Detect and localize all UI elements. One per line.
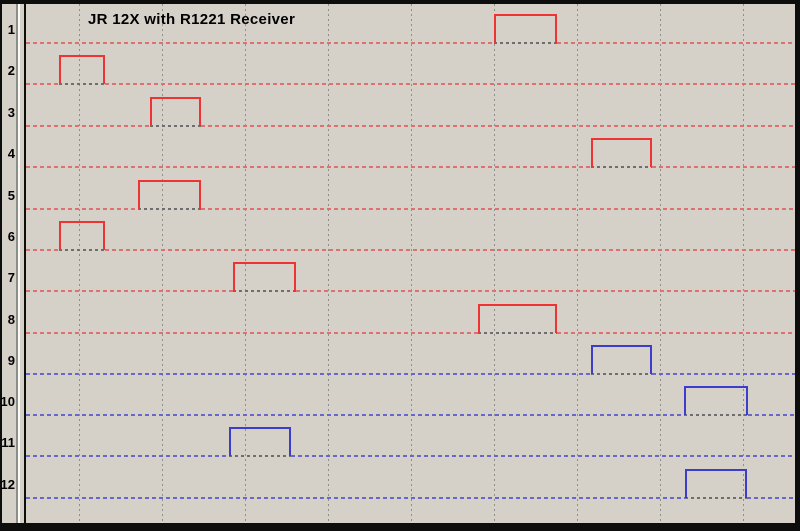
channel-pulse (150, 96, 201, 126)
channel-label: 12 (0, 476, 15, 492)
vertical-gridline (494, 4, 495, 523)
channel-zero-dash (494, 42, 557, 44)
channel-baseline (26, 414, 684, 416)
channel-label: 2 (7, 63, 15, 78)
channel-zero-dash (591, 166, 652, 168)
channel-baseline (557, 42, 795, 44)
channel-baseline (652, 166, 795, 168)
channel-pulse (138, 179, 201, 209)
channel-pulse (591, 138, 652, 167)
channel-pulse (494, 14, 557, 43)
waveform-plot: JR 12X with R1221 Receiver (26, 4, 795, 523)
vertical-gridline (411, 4, 412, 523)
window-border-top (0, 0, 800, 4)
channel-baseline (26, 166, 591, 168)
channel-baseline (296, 290, 795, 292)
channel-label: 5 (7, 187, 15, 203)
channel-baseline (201, 124, 795, 127)
channel-baseline (26, 372, 591, 375)
channel-pulse (685, 468, 747, 498)
vertical-gridline (328, 4, 329, 523)
channel-baseline (748, 414, 795, 416)
channel-zero-dash (233, 290, 296, 292)
vertical-gridline (660, 4, 661, 523)
channel-zero-dash (684, 414, 748, 416)
channel-zero-dash (478, 331, 557, 334)
vertical-gridline (162, 4, 163, 523)
channel-labels: 1 2 3 4 5 6 7 8 9 10 11 12 (0, 0, 16, 531)
channel-zero-dash (591, 372, 652, 375)
gutter-divider-shadow (16, 4, 18, 523)
channel-label: 1 (7, 22, 15, 37)
channel-label: 10 (0, 394, 15, 409)
window-border-right (795, 0, 800, 531)
channel-pulse (233, 262, 296, 291)
channel-zero-dash (59, 248, 105, 251)
channel-label: 3 (7, 104, 15, 120)
channel-baseline (291, 454, 795, 457)
channel-label: 8 (7, 311, 15, 327)
channel-baseline (26, 42, 494, 44)
vertical-gridline (743, 4, 744, 523)
channel-zero-dash (59, 83, 105, 85)
channel-baseline (26, 207, 138, 210)
channel-label: 7 (7, 270, 15, 285)
window-border-left (0, 0, 2, 531)
channel-label: 6 (7, 228, 15, 244)
channel-baseline (26, 83, 59, 85)
channel-baseline (26, 290, 233, 292)
channel-label: 9 (7, 352, 15, 368)
channel-baseline (26, 496, 685, 499)
channel-label: 11 (1, 434, 15, 450)
channel-baseline (105, 248, 795, 251)
channel-baseline (652, 372, 795, 375)
channel-baseline (26, 331, 478, 334)
channel-pulse (59, 220, 105, 250)
channel-zero-dash (229, 454, 291, 457)
channel-pulse (59, 55, 105, 84)
gutter-divider-gap (20, 4, 24, 523)
window-border-bottom (0, 523, 800, 531)
channel-baseline (557, 331, 795, 334)
channel-baseline (105, 83, 795, 85)
channel-pulse (591, 344, 652, 374)
channel-label-gutter (2, 4, 16, 523)
gutter-divider-highlight (18, 4, 20, 523)
channel-baseline (26, 454, 229, 457)
channel-zero-dash (150, 124, 201, 127)
channel-pulse (684, 386, 748, 415)
vertical-gridline (79, 4, 80, 523)
channel-zero-dash (685, 496, 747, 499)
chart-title: JR 12X with R1221 Receiver (88, 11, 296, 28)
channel-pulse (229, 426, 291, 456)
channel-zero-dash (138, 207, 201, 210)
channel-pulse (478, 303, 557, 333)
vertical-gridline (577, 4, 578, 523)
channel-baseline (201, 207, 795, 210)
plot-left-border (24, 4, 26, 523)
channel-baseline (26, 248, 59, 251)
channel-label: 4 (7, 146, 15, 161)
channel-baseline (26, 124, 150, 127)
channel-baseline (747, 496, 795, 499)
